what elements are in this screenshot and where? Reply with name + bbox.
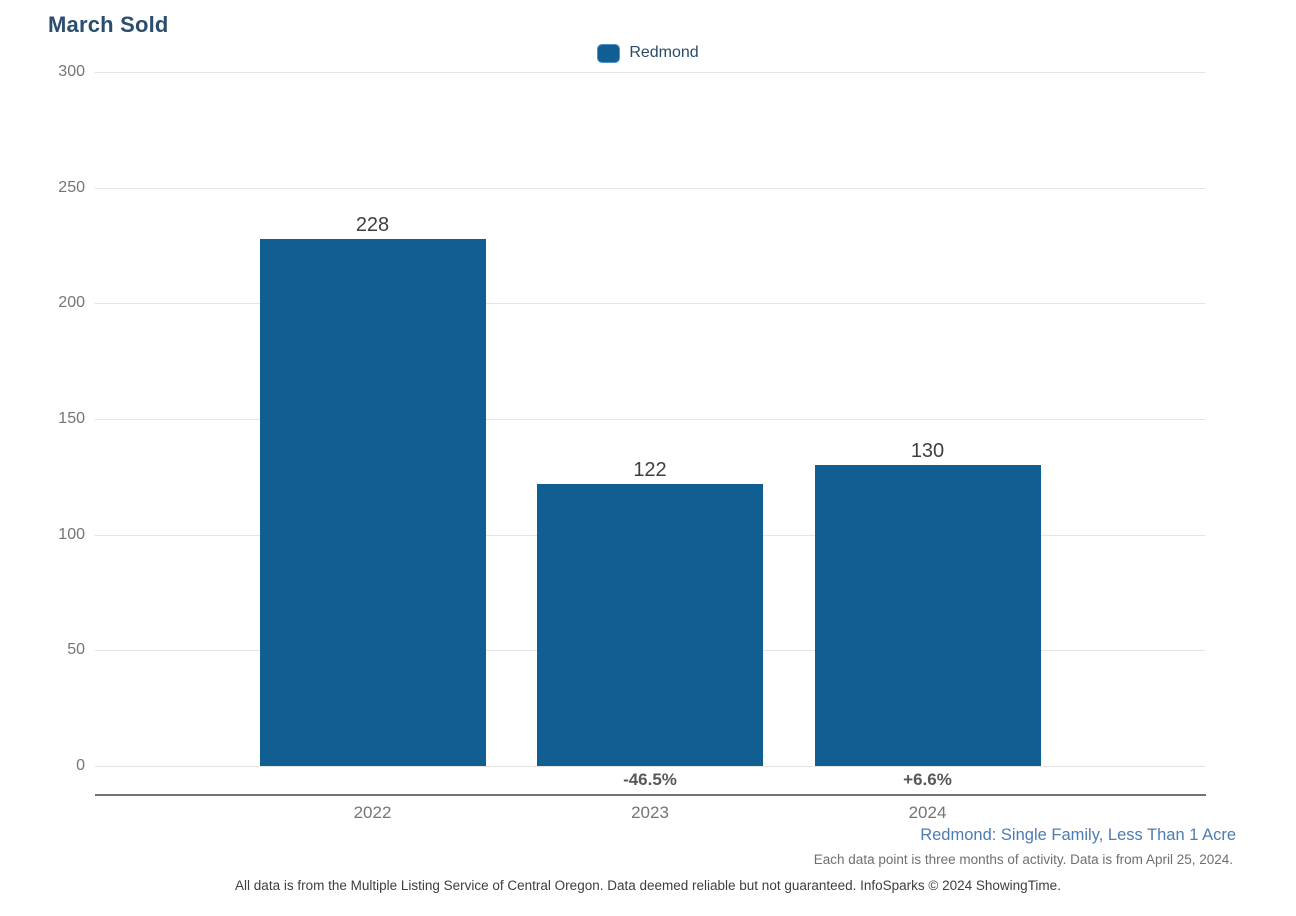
chart-title: March Sold	[48, 12, 169, 37]
y-tick-label-150: 150	[58, 410, 85, 427]
plot-area: 228 122 130	[95, 72, 1205, 767]
bar-2022[interactable]	[259, 238, 486, 766]
bar-value-label-2022: 228	[355, 213, 390, 236]
y-tick-label-100: 100	[58, 525, 85, 543]
pct-change-label-2024: +6.6%	[903, 770, 952, 789]
y-tick-label-300: 300	[58, 63, 85, 80]
legend-swatch-redmond[interactable]	[597, 43, 621, 63]
x-tick-label-2022: 2022	[353, 803, 392, 822]
x-axis-line	[95, 794, 1206, 796]
gridline-150	[95, 419, 1205, 420]
bar-value-label-2024: 130	[910, 440, 945, 463]
data-note: Each data point is three months of activ…	[813, 852, 1233, 867]
legend: Redmond	[0, 41, 1296, 65]
y-tick-label-50: 50	[67, 641, 85, 659]
legend-label-redmond[interactable]: Redmond	[629, 44, 699, 61]
y-tick-label-250: 250	[58, 178, 85, 196]
pct-change-label-2023: -46.5%	[623, 770, 677, 789]
gridline-250	[95, 187, 1205, 189]
bar-2023[interactable]	[537, 483, 763, 766]
gridline-200	[95, 303, 1205, 305]
y-tick-label-200: 200	[58, 294, 85, 312]
gridline-0	[95, 766, 1205, 767]
x-tick-label-2024: 2024	[908, 803, 947, 822]
bar-value-label-2023: 122	[633, 458, 667, 481]
y-tick-label-0: 0	[76, 757, 85, 774]
disclaimer: All data is from the Multiple Listing Se…	[235, 878, 1061, 893]
gridline-300	[95, 72, 1205, 73]
segment-description[interactable]: Redmond: Single Family, Less Than 1 Acre	[920, 826, 1236, 844]
x-tick-label-2023: 2023	[631, 803, 669, 822]
bar-2024[interactable]	[814, 465, 1041, 766]
